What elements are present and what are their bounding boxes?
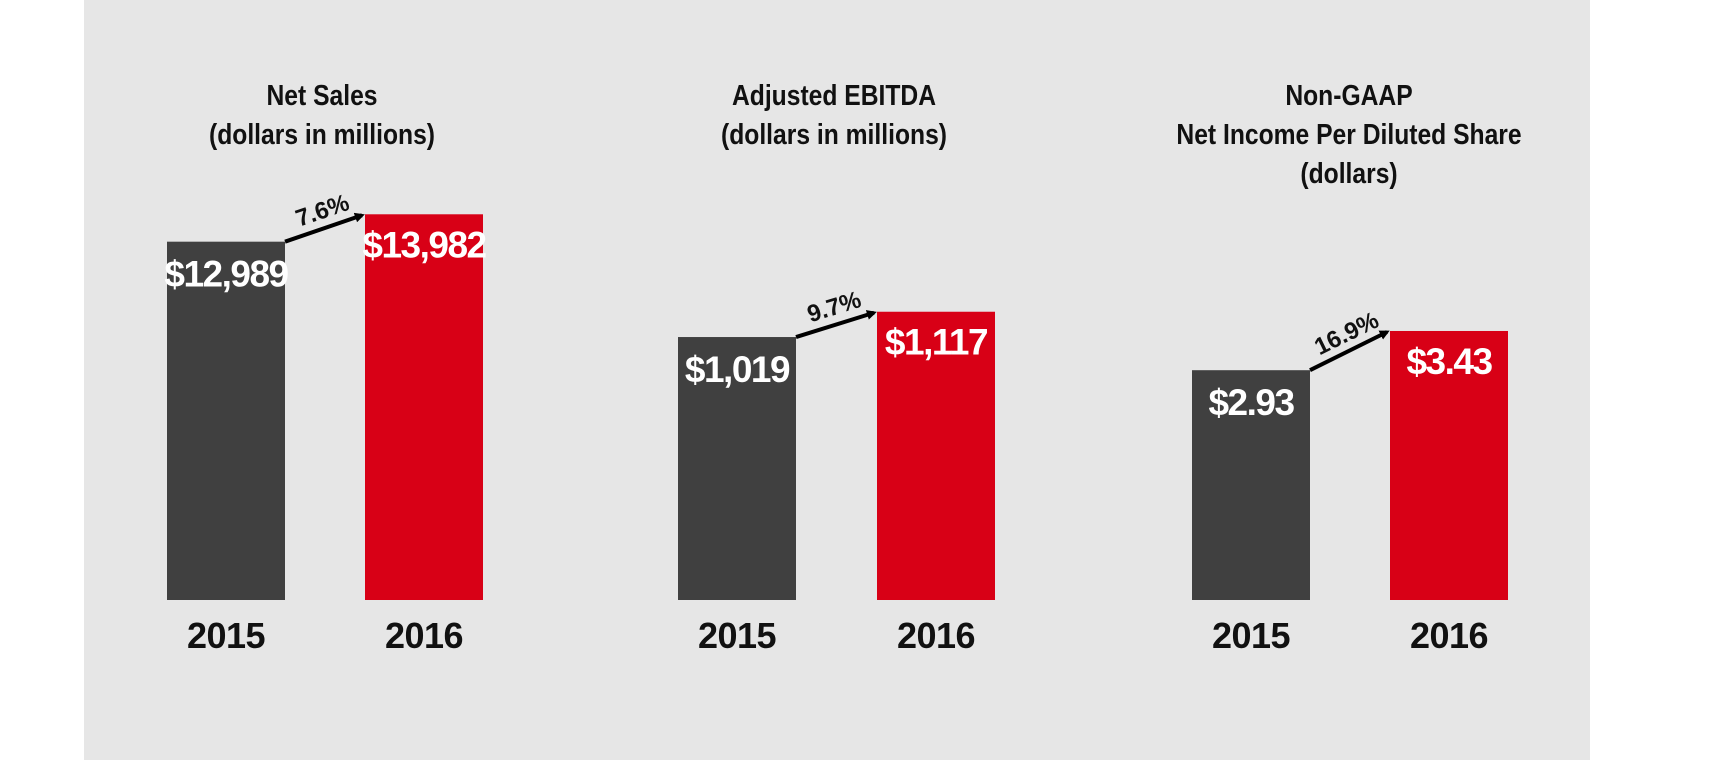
year-label: 2015: [187, 615, 266, 656]
adjusted-ebitda-title: Adjusted EBITDA (dollars in millions): [622, 77, 1047, 155]
bar-value-label: $3.43: [1406, 341, 1492, 382]
title-line: Net Income Per Diluted Share: [1176, 119, 1522, 151]
bar-2016: [1390, 330, 1508, 600]
growth-percent-label: 9.7%: [804, 286, 864, 328]
growth-percent-label: 7.6%: [292, 189, 352, 232]
year-label: 2016: [897, 615, 975, 656]
title-line: (dollars in millions): [209, 119, 435, 151]
bar-value-label: $1,019: [685, 349, 790, 390]
title-line: (dollars in millions): [721, 119, 947, 151]
growth-arrow: [284, 212, 365, 244]
bar-2016: [365, 214, 483, 600]
year-label: 2015: [698, 615, 777, 656]
bar-2015: [167, 241, 285, 601]
growth-arrow: [1309, 330, 1390, 372]
bar-2015: [678, 337, 796, 600]
non-gaap-eps-title: Non-GAAP Net Income Per Diluted Share (d…: [1137, 77, 1562, 194]
chart-background-panel: [84, 0, 1590, 760]
bar-value-label: $1,117: [885, 322, 987, 363]
bar-value-label: $2.93: [1208, 382, 1294, 423]
year-label: 2016: [1410, 615, 1488, 656]
title-line: Non-GAAP: [1285, 80, 1413, 112]
bar-2015: [1192, 370, 1310, 600]
bar-value-label: $13,982: [362, 224, 486, 265]
title-line: Net Sales: [266, 80, 378, 112]
net-sales-title: Net Sales (dollars in millions): [110, 77, 535, 155]
growth-arrow: [795, 310, 877, 339]
year-label: 2016: [385, 615, 463, 656]
title-line: (dollars): [1300, 158, 1398, 190]
year-label: 2015: [1212, 615, 1291, 656]
title-line: Adjusted EBITDA: [731, 80, 937, 112]
bar-2016: [877, 311, 995, 600]
bar-value-label: $12,989: [164, 254, 288, 295]
